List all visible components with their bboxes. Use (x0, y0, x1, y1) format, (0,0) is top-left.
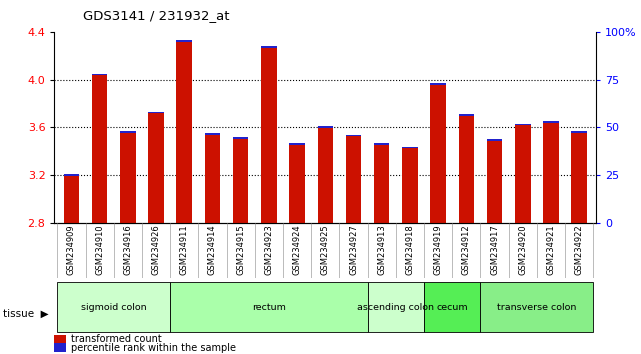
Text: GSM234925: GSM234925 (320, 225, 330, 275)
Text: GSM234923: GSM234923 (264, 225, 273, 275)
Bar (487, 139, 503, 223)
Text: percentile rank within the sample: percentile rank within the sample (71, 343, 236, 353)
Bar (233, 137, 249, 138)
Bar (424, 282, 481, 332)
Text: sigmoid colon: sigmoid colon (81, 303, 147, 312)
Text: transverse colon: transverse colon (497, 303, 576, 312)
Text: GSM234918: GSM234918 (406, 225, 415, 275)
Text: GSM234909: GSM234909 (67, 225, 76, 275)
Bar (289, 143, 305, 223)
Text: GSM234912: GSM234912 (462, 225, 471, 275)
Bar (374, 143, 390, 144)
Bar (261, 46, 277, 48)
Bar (92, 74, 108, 75)
Bar (204, 133, 221, 223)
Text: GSM234921: GSM234921 (547, 225, 556, 275)
Bar (176, 40, 192, 223)
Bar (571, 131, 587, 223)
Text: cecum: cecum (437, 303, 468, 312)
Bar (481, 282, 594, 332)
Bar (120, 131, 136, 133)
Bar (261, 46, 277, 223)
Bar (402, 147, 418, 148)
Bar (176, 40, 192, 42)
Text: GSM234927: GSM234927 (349, 225, 358, 275)
Bar (317, 126, 333, 223)
Bar (233, 137, 249, 223)
Bar (57, 282, 170, 332)
Bar (515, 124, 531, 125)
Bar (543, 121, 559, 223)
Text: GSM234924: GSM234924 (292, 225, 302, 275)
Text: rectum: rectum (252, 303, 286, 312)
Bar (289, 143, 305, 144)
Bar (368, 282, 424, 332)
Text: GSM234911: GSM234911 (179, 225, 188, 275)
Text: GDS3141 / 231932_at: GDS3141 / 231932_at (83, 9, 230, 22)
Text: GSM234919: GSM234919 (434, 225, 443, 275)
Bar (430, 83, 446, 223)
Text: GSM234915: GSM234915 (236, 225, 245, 275)
Bar (458, 114, 474, 116)
Bar (345, 135, 362, 223)
Bar (345, 135, 362, 136)
Bar (63, 174, 79, 223)
Bar (430, 83, 446, 85)
Bar (148, 113, 164, 223)
Bar (148, 112, 164, 113)
Bar (317, 126, 333, 128)
Bar (120, 131, 136, 223)
Text: GSM234913: GSM234913 (378, 225, 387, 275)
Text: GSM234914: GSM234914 (208, 225, 217, 275)
Bar (515, 124, 531, 223)
Text: ascending colon: ascending colon (357, 303, 435, 312)
Text: tissue  ▶: tissue ▶ (3, 308, 49, 318)
Bar (402, 147, 418, 223)
Text: GSM234910: GSM234910 (95, 225, 104, 275)
Bar (543, 121, 559, 123)
Text: GSM234917: GSM234917 (490, 225, 499, 275)
Bar (571, 131, 587, 133)
Text: GSM234922: GSM234922 (575, 225, 584, 275)
Text: GSM234926: GSM234926 (151, 225, 160, 275)
Bar (487, 139, 503, 141)
Bar (458, 114, 474, 223)
Bar (204, 133, 221, 135)
Text: GSM234920: GSM234920 (519, 225, 528, 275)
Bar (170, 282, 368, 332)
Bar (374, 143, 390, 223)
Bar (92, 74, 108, 223)
Text: transformed count: transformed count (71, 334, 162, 344)
Bar (63, 174, 79, 176)
Text: GSM234916: GSM234916 (123, 225, 132, 275)
